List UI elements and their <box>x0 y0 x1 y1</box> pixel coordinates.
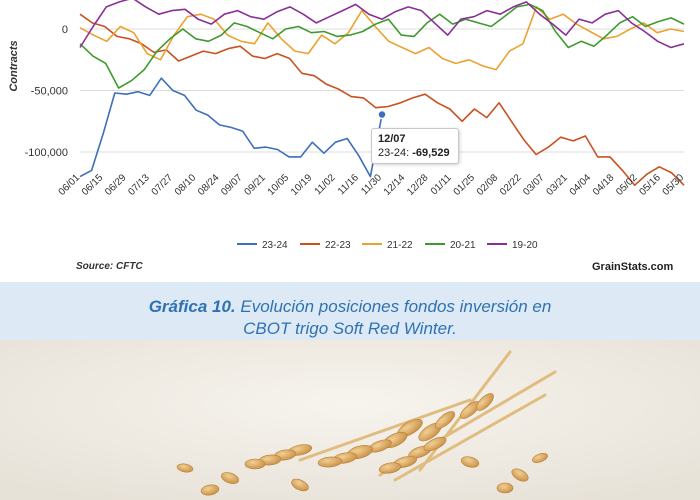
x-tick-label: 09/07 <box>219 172 245 198</box>
tooltip-row: 23-24: -69,529 <box>378 146 452 160</box>
wheat-photo <box>0 340 700 500</box>
x-tick-label: 11/16 <box>336 172 361 197</box>
legend-label: 21-22 <box>387 240 413 251</box>
x-tick-label: 10/19 <box>289 172 315 198</box>
y-tick-labels: 0 -50,000 -100,000 <box>25 24 68 159</box>
x-tick-label: 11/30 <box>359 172 384 197</box>
legend-label: 19-20 <box>512 240 538 251</box>
grain <box>317 456 343 468</box>
x-tick-label: 12/28 <box>405 172 431 198</box>
grain <box>200 484 220 496</box>
x-tick-label: 02/08 <box>475 172 501 198</box>
x-tick-label: 08/10 <box>173 172 199 198</box>
legend-label: 22-23 <box>325 240 351 251</box>
x-tick-labels: 06/0106/1506/2907/1307/2708/1008/2409/07… <box>57 172 687 198</box>
source-note: Source: CFTC <box>76 261 143 272</box>
y-tick-label: -50,000 <box>31 86 68 98</box>
grain <box>244 458 266 470</box>
y-tick-label: 0 <box>62 24 68 36</box>
x-tick-label: 09/21 <box>242 172 268 198</box>
tooltip-value: -69,529 <box>412 147 450 159</box>
grain <box>423 436 447 452</box>
x-tick-label: 06/15 <box>80 172 106 198</box>
grain <box>460 456 480 468</box>
x-tick-label: 06/29 <box>103 172 129 198</box>
x-tick-label: 10/05 <box>266 172 292 198</box>
series-line-19-20 <box>79 0 685 49</box>
x-tick-label: 03/21 <box>544 172 570 198</box>
grain <box>511 468 529 482</box>
x-tick-label: 12/14 <box>382 172 408 198</box>
chart-panel: 0 -50,000 -100,000 Contracts 06/01 06/15 06/… <box>0 0 700 282</box>
caption-line1: Evolución posiciones fondos inversión en <box>240 297 552 316</box>
x-tick-label: 02/22 <box>498 172 524 198</box>
x-tick-label: 03/07 <box>521 172 547 198</box>
x-tick-label: 07/27 <box>150 172 176 198</box>
grain <box>378 462 402 474</box>
caption-label: Gráfica 10. <box>148 297 236 316</box>
x-tick-label: 11/02 <box>313 172 338 197</box>
hover-point <box>377 109 387 120</box>
grain <box>176 463 194 473</box>
x-tick-label: 07/13 <box>126 172 152 198</box>
legend-label: 23-24 <box>262 240 288 251</box>
x-tick-label: 06/01 <box>57 172 83 198</box>
wheat-grains <box>176 393 548 496</box>
figure-caption: Gráfica 10. Evolución posiciones fondos … <box>0 296 700 340</box>
series-line-20-21 <box>79 3 685 89</box>
legend: 23-24 22-23 21-22 20-21 19-20 <box>237 240 538 251</box>
hover-marker <box>377 109 387 120</box>
line-chart: 0 -50,000 -100,000 Contracts 06/0106/1506/… <box>8 0 687 251</box>
grain <box>496 482 514 494</box>
series-line-22-23 <box>79 13 685 186</box>
legend-label: 20-21 <box>450 240 476 251</box>
x-tick-label: 05/16 <box>637 172 663 198</box>
caption-line2: CBOT trigo Soft Red Winter. <box>243 319 457 338</box>
series-line-21-22 <box>79 6 685 71</box>
x-tick-label: 01/11 <box>429 172 454 197</box>
x-tick-label: 01/25 <box>452 172 478 198</box>
grain <box>434 411 456 429</box>
x-tick-label: 04/04 <box>568 172 594 198</box>
tooltip-date: 12/07 <box>378 133 406 145</box>
data-tooltip: 12/07 23-24: -69,529 <box>371 128 459 164</box>
y-tick-label: -100,000 <box>25 147 68 159</box>
x-tick-label: 05/30 <box>661 172 687 198</box>
series-lines <box>79 0 685 186</box>
grain <box>476 393 494 411</box>
y-axis-label: Contracts <box>8 40 20 91</box>
brand-note: GrainStats.com <box>592 261 674 273</box>
x-tick-label: 04/18 <box>591 172 617 198</box>
grain <box>532 453 548 463</box>
tooltip-series: 23-24: <box>378 147 410 159</box>
x-tick-label: 08/24 <box>196 172 222 198</box>
grain <box>221 472 239 484</box>
series-line-23-24 <box>79 77 383 178</box>
grain <box>291 478 309 492</box>
